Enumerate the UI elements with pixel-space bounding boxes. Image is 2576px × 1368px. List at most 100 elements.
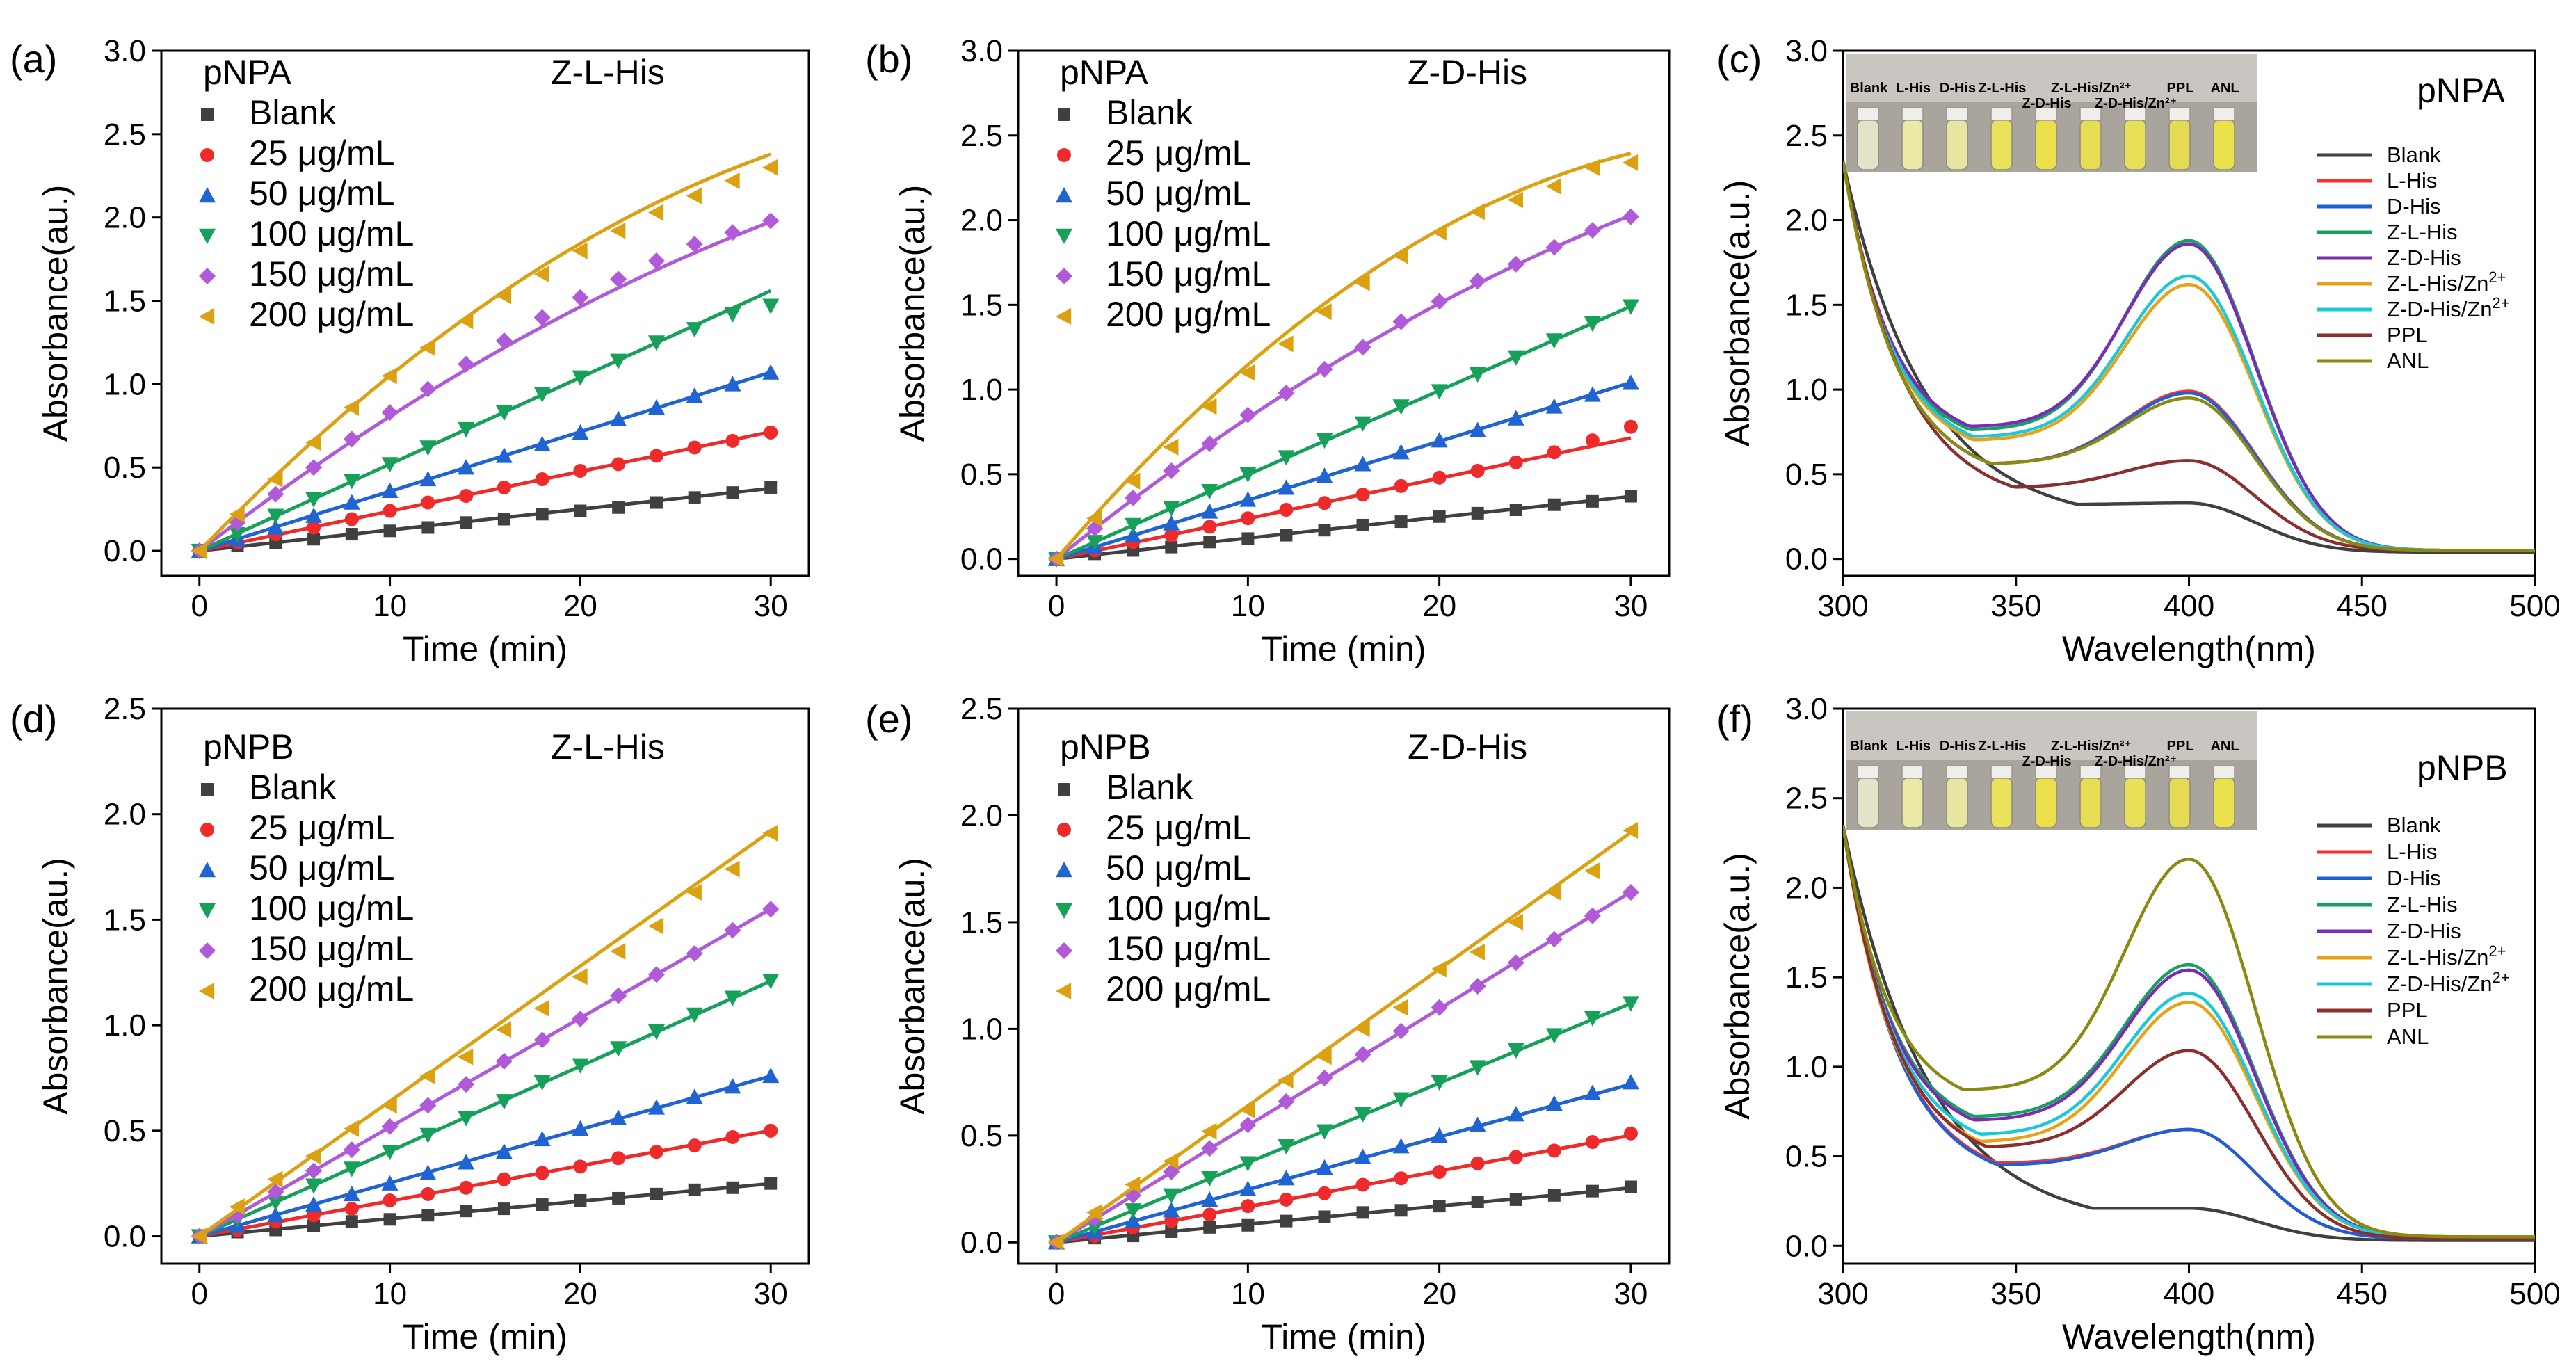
data-point <box>1278 450 1295 466</box>
y-tick-label: 2.5 <box>104 692 146 726</box>
data-point <box>649 1145 663 1159</box>
data-point <box>1163 515 1180 531</box>
vial-cap <box>2124 107 2146 121</box>
data-point <box>1201 1140 1218 1157</box>
data-point <box>649 449 663 463</box>
legend-label: L-His <box>2387 839 2437 864</box>
legend-label: PPL <box>2387 998 2428 1022</box>
panel-label: (e) <box>865 697 912 741</box>
data-point <box>572 289 589 306</box>
y-tick-label: 0.0 <box>104 534 146 568</box>
data-point <box>458 1154 475 1170</box>
data-point <box>762 825 778 842</box>
data-point <box>495 447 513 463</box>
panel-label: (b) <box>865 37 912 81</box>
data-point <box>1354 1046 1371 1063</box>
data-point <box>1585 433 1600 448</box>
data-point <box>1545 1028 1563 1044</box>
data-point <box>535 472 549 486</box>
data-point <box>1469 943 1485 960</box>
y-tick-label: 0.0 <box>1785 1229 1828 1263</box>
data-point <box>458 459 475 475</box>
data-point <box>1201 1191 1218 1207</box>
plot-frame <box>160 707 810 1265</box>
vial-label: Z-D-His/Zn²⁺ <box>2095 754 2177 769</box>
legend-label: 25 μg/mL <box>1106 134 1251 172</box>
legend-marker <box>199 862 216 878</box>
vial-cap <box>2035 107 2057 121</box>
data-point <box>610 271 627 288</box>
y-tick-label: 1.5 <box>104 903 146 937</box>
data-point <box>1545 333 1563 349</box>
data-point <box>1545 1095 1563 1111</box>
fit-line <box>199 1074 771 1239</box>
data-point <box>497 513 510 526</box>
data-point <box>460 516 473 529</box>
y-axis-label: Absorbance(au.) <box>36 185 75 442</box>
x-tick-label: 500 <box>2509 589 2560 623</box>
data-point <box>307 1219 321 1232</box>
vial-photo-wall <box>1846 54 2257 102</box>
data-point <box>495 1094 513 1110</box>
data-point <box>762 159 778 176</box>
data-point <box>1471 1195 1484 1208</box>
data-point <box>229 1198 245 1216</box>
data-point <box>647 204 664 221</box>
data-point <box>536 508 549 521</box>
data-point <box>686 322 703 338</box>
data-point <box>1433 1200 1446 1213</box>
data-point <box>612 1191 625 1205</box>
data-point <box>1164 1214 1179 1228</box>
data-point <box>1239 1180 1257 1196</box>
data-point <box>725 1129 740 1144</box>
x-axis-label: Time (min) <box>1261 629 1426 668</box>
data-point <box>1547 498 1561 511</box>
data-point <box>762 901 780 918</box>
data-point <box>1163 1202 1180 1218</box>
fit-line <box>1055 152 1632 561</box>
data-point <box>229 506 245 523</box>
fit-line <box>1055 890 1632 1244</box>
data-point <box>1125 1203 1142 1219</box>
data-point <box>343 399 360 416</box>
y-tick-label: 2.5 <box>960 119 1003 153</box>
data-point <box>1278 1072 1294 1089</box>
data-point <box>267 1207 284 1223</box>
vial-cap <box>2213 765 2235 779</box>
data-point <box>1164 528 1179 542</box>
x-tick-label: 300 <box>1817 589 1868 623</box>
legend-label: 150 μg/mL <box>249 255 414 293</box>
legend-label: Blank <box>2387 143 2441 167</box>
vial-cap <box>1990 107 2013 121</box>
data-point <box>1241 532 1255 545</box>
vial-label: Blank <box>1850 739 1888 754</box>
data-point <box>764 425 778 440</box>
panel-label: (a) <box>10 37 57 81</box>
x-tick-label: 350 <box>1990 589 2041 623</box>
data-point <box>1392 399 1410 415</box>
data-point <box>1469 273 1486 290</box>
data-point <box>305 1178 323 1194</box>
data-point <box>724 860 740 878</box>
data-point <box>1545 398 1563 414</box>
data-point <box>1316 360 1333 378</box>
data-point <box>1354 1020 1370 1038</box>
data-point <box>1584 1084 1601 1100</box>
data-point <box>1507 255 1524 273</box>
legend-marker <box>199 187 216 203</box>
data-point <box>686 387 703 403</box>
data-point <box>762 974 780 990</box>
data-point <box>1278 335 1294 353</box>
legend-label: 50 μg/mL <box>249 848 394 887</box>
x-tick-label: 400 <box>2164 1277 2214 1311</box>
legend-label: 100 μg/mL <box>249 214 414 253</box>
data-point <box>1507 1043 1524 1059</box>
data-point <box>572 1120 589 1136</box>
vial-label: Z-L-His/Zn²⁺ <box>2051 81 2132 96</box>
data-point <box>572 1058 589 1074</box>
fit-line <box>198 220 772 552</box>
data-point <box>419 380 437 398</box>
y-tick-label: 3.0 <box>104 34 146 68</box>
vial-cap <box>1946 765 1968 779</box>
data-point <box>611 457 626 472</box>
